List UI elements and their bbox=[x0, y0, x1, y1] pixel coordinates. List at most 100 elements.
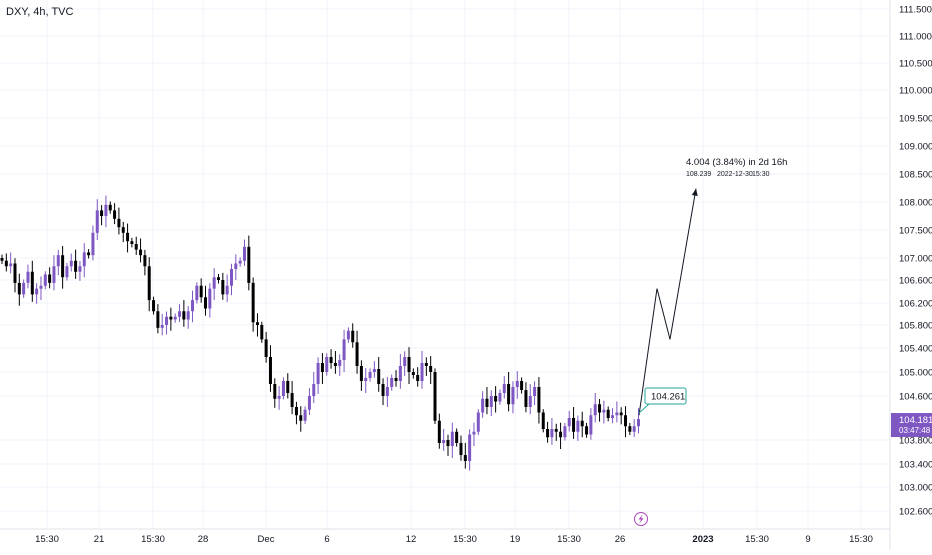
time-tick-label: 12 bbox=[406, 534, 417, 545]
time-tick-label: 15:30 bbox=[453, 534, 477, 545]
candle-body bbox=[30, 271, 34, 295]
symbol-label: DXY, 4h, TVC bbox=[6, 6, 74, 18]
candle-body bbox=[628, 426, 632, 432]
price-tick-label: 105.000 bbox=[899, 368, 932, 379]
candle-body bbox=[585, 426, 589, 435]
grid-lines bbox=[0, 0, 890, 529]
callout-pointer bbox=[638, 403, 650, 414]
candle-body bbox=[22, 282, 26, 295]
time-tick-label: Dec bbox=[258, 534, 275, 545]
candle-body bbox=[416, 375, 420, 381]
candle-body bbox=[351, 330, 355, 343]
candle-body bbox=[333, 363, 337, 366]
price-tick-label: 109.500 bbox=[899, 114, 932, 125]
candle-body bbox=[554, 429, 558, 432]
candle-body bbox=[624, 415, 628, 427]
candle-body bbox=[104, 204, 108, 216]
candle-body bbox=[255, 322, 259, 325]
price-tick-label: 105.800 bbox=[899, 321, 932, 332]
time-tick-label: 9 bbox=[805, 534, 810, 545]
candle-body bbox=[113, 210, 117, 219]
candle-body bbox=[515, 381, 519, 387]
lightning-icon[interactable] bbox=[634, 512, 648, 526]
candle-body bbox=[485, 398, 489, 407]
candle-body bbox=[338, 360, 342, 366]
candle-body bbox=[329, 357, 333, 363]
candle-body bbox=[13, 263, 17, 283]
candle-body bbox=[61, 255, 65, 278]
candle-body bbox=[580, 420, 584, 427]
candle-body bbox=[511, 387, 515, 405]
price-axis[interactable]: 102.600 103.000 103.400 103.800 104.600 105.0… bbox=[889, 0, 932, 550]
candle-body bbox=[91, 232, 95, 256]
time-tick-label: 21 bbox=[94, 534, 105, 545]
candle-body bbox=[364, 378, 368, 381]
time-axis[interactable]: 15:30 21 15:30 28 Dec 6 12 15:30 19 15:30 26 2023 15… bbox=[0, 528, 890, 545]
candle-body bbox=[407, 357, 411, 372]
price-tick-label: 111.000 bbox=[899, 32, 932, 43]
time-tick-label: 15:30 bbox=[141, 534, 165, 545]
candle-body bbox=[619, 412, 623, 416]
candle-body bbox=[372, 369, 376, 372]
candle-body bbox=[381, 384, 385, 396]
candle-body bbox=[4, 260, 8, 267]
callout-price: 104.261 bbox=[651, 392, 685, 403]
projection-date: 2022-12-30 bbox=[717, 171, 753, 178]
candle-body bbox=[606, 409, 610, 418]
candle-body bbox=[260, 325, 264, 340]
candle-body bbox=[277, 396, 281, 399]
projection-drawing[interactable]: 4.004 (3.84%) in 2d 16h 108.239 2022-12-… bbox=[638, 157, 787, 416]
candle-body bbox=[316, 363, 320, 384]
candle-body bbox=[593, 404, 597, 416]
candle-body bbox=[632, 426, 636, 432]
candle-body bbox=[433, 372, 437, 421]
price-tick-label: 103.400 bbox=[899, 460, 932, 471]
candle-body bbox=[281, 381, 285, 396]
candle-body bbox=[65, 266, 69, 278]
candle-body bbox=[446, 440, 450, 446]
candle-body bbox=[390, 378, 394, 387]
candle-body bbox=[247, 246, 251, 283]
projection-change-label: 4.004 (3.84%) in 2d 16h bbox=[686, 157, 787, 168]
candle-body bbox=[160, 325, 164, 328]
candle-body bbox=[173, 316, 177, 320]
candle-body bbox=[572, 418, 576, 432]
price-tick-label: 106.600 bbox=[899, 276, 932, 287]
candle-body bbox=[377, 369, 381, 384]
time-tick-label: 6 bbox=[324, 534, 329, 545]
candle-body bbox=[186, 311, 190, 320]
candle-body bbox=[537, 387, 541, 413]
price-tick-label: 105.400 bbox=[899, 344, 932, 355]
candle-body bbox=[238, 260, 242, 264]
price-callout[interactable]: 104.261 bbox=[638, 387, 687, 414]
price-tick-label: 106.200 bbox=[899, 299, 932, 310]
candle-body bbox=[368, 372, 372, 378]
candle-body bbox=[169, 316, 173, 320]
price-tag-countdown: 03:47:48 bbox=[899, 426, 931, 435]
candle-body bbox=[307, 396, 311, 410]
candle-body bbox=[398, 366, 402, 381]
candle-body bbox=[502, 384, 506, 393]
candle-body bbox=[320, 363, 324, 372]
candle-body bbox=[225, 285, 229, 295]
candle-body bbox=[602, 409, 606, 413]
candle-body bbox=[134, 244, 138, 250]
candle-body bbox=[108, 204, 112, 211]
candle-body bbox=[69, 260, 73, 267]
candle-body bbox=[528, 396, 532, 407]
candle-body bbox=[95, 210, 99, 233]
projection-path[interactable] bbox=[638, 188, 697, 416]
price-tick-label: 107.000 bbox=[899, 254, 932, 265]
price-tick-label: 107.500 bbox=[899, 226, 932, 237]
candle-body bbox=[476, 412, 480, 432]
price-tick-label: 110.000 bbox=[899, 86, 932, 97]
candle-body bbox=[195, 285, 199, 301]
candle-body bbox=[550, 429, 554, 438]
candle-body bbox=[589, 415, 593, 435]
price-tick-label: 109.000 bbox=[899, 142, 932, 153]
price-tick-label: 108.500 bbox=[899, 170, 932, 181]
candle-body bbox=[0, 258, 4, 261]
candle-body bbox=[290, 393, 294, 407]
